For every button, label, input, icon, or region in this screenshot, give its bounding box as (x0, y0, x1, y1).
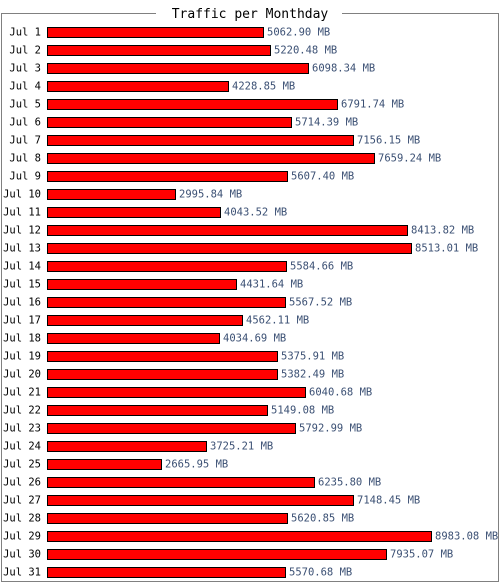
value-label: 7659.24 MB (378, 153, 441, 165)
value-label: 8983.08 MB (435, 531, 498, 543)
traffic-bar (47, 171, 288, 182)
day-label: Jul 22 (3, 405, 41, 417)
value-label: 5220.48 MB (274, 45, 337, 57)
traffic-bar (47, 369, 278, 380)
day-label: Jul 30 (3, 549, 41, 561)
day-label: Jul 2 (9, 45, 41, 57)
traffic-bar (47, 423, 296, 434)
value-label: 8413.82 MB (411, 225, 474, 237)
day-label: Jul 4 (9, 81, 41, 93)
traffic-bar (47, 441, 207, 452)
value-label: 7148.45 MB (357, 495, 420, 507)
traffic-bar (47, 567, 286, 578)
traffic-bar (47, 81, 229, 92)
traffic-bar (47, 549, 387, 560)
traffic-bar (47, 117, 292, 128)
traffic-bar (47, 495, 354, 506)
day-label: Jul 27 (3, 495, 41, 507)
day-label: Jul 14 (3, 261, 41, 273)
day-label: Jul 21 (3, 387, 41, 399)
value-label: 5607.40 MB (291, 171, 354, 183)
day-label: Jul 13 (3, 243, 41, 255)
traffic-bar (47, 387, 306, 398)
day-label: Jul 16 (3, 297, 41, 309)
chart-title: Traffic per Monthday (172, 7, 329, 22)
traffic-bar (47, 333, 220, 344)
traffic-bar (47, 27, 264, 38)
value-label: 5567.52 MB (289, 297, 352, 309)
day-label: Jul 7 (9, 135, 41, 147)
day-label: Jul 25 (3, 459, 41, 471)
traffic-bar (47, 225, 408, 236)
value-label: 5714.39 MB (295, 117, 358, 129)
value-label: 4431.64 MB (240, 279, 303, 291)
day-label: Jul 20 (3, 369, 41, 381)
traffic-bar (47, 189, 176, 200)
traffic-bar (47, 351, 278, 362)
value-label: 4562.11 MB (246, 315, 309, 327)
value-label: 5062.90 MB (267, 27, 330, 39)
traffic-bar (47, 315, 243, 326)
day-label: Jul 12 (3, 225, 41, 237)
traffic-bar (47, 153, 375, 164)
value-label: 5149.08 MB (271, 405, 334, 417)
traffic-bar (47, 63, 309, 74)
traffic-bar (47, 207, 221, 218)
value-label: 4043.52 MB (224, 207, 287, 219)
value-label: 5375.91 MB (281, 351, 344, 363)
title-backdrop (156, 4, 342, 22)
traffic-bar (47, 243, 412, 254)
value-label: 6040.68 MB (309, 387, 372, 399)
value-label: 5570.68 MB (289, 567, 352, 579)
day-label: Jul 31 (3, 567, 41, 579)
traffic-bar (47, 477, 315, 488)
traffic-bar (47, 531, 432, 542)
day-label: Jul 15 (3, 279, 41, 291)
day-label: Jul 11 (3, 207, 41, 219)
day-label: Jul 8 (9, 153, 41, 165)
day-label: Jul 10 (3, 189, 41, 201)
value-label: 4228.85 MB (232, 81, 295, 93)
day-label: Jul 17 (3, 315, 41, 327)
value-label: 3725.21 MB (210, 441, 273, 453)
day-label: Jul 18 (3, 333, 41, 345)
day-label: Jul 28 (3, 513, 41, 525)
traffic-bar (47, 261, 287, 272)
value-label: 2995.84 MB (179, 189, 242, 201)
value-label: 7156.15 MB (357, 135, 420, 147)
traffic-bar (47, 297, 286, 308)
value-label: 6235.80 MB (318, 477, 381, 489)
value-label: 7935.07 MB (390, 549, 453, 561)
value-label: 8513.01 MB (415, 243, 478, 255)
day-label: Jul 29 (3, 531, 41, 543)
day-label: Jul 5 (9, 99, 41, 111)
day-label: Jul 19 (3, 351, 41, 363)
value-label: 4034.69 MB (223, 333, 286, 345)
value-label: 6791.74 MB (341, 99, 404, 111)
value-label: 2665.95 MB (165, 459, 228, 471)
value-label: 5584.66 MB (290, 261, 353, 273)
value-label: 6098.34 MB (312, 63, 375, 75)
day-label: Jul 24 (3, 441, 41, 453)
traffic-bar (47, 99, 338, 110)
value-label: 5620.85 MB (291, 513, 354, 525)
day-label: Jul 3 (9, 63, 41, 75)
day-label: Jul 23 (3, 423, 41, 435)
value-label: 5792.99 MB (299, 423, 362, 435)
day-label: Jul 26 (3, 477, 41, 489)
traffic-bar (47, 513, 288, 524)
day-label: Jul 9 (9, 171, 41, 183)
traffic-bar (47, 405, 268, 416)
day-label: Jul 1 (9, 27, 41, 39)
day-label: Jul 6 (9, 117, 41, 129)
traffic-bar (47, 279, 237, 290)
traffic-bar (47, 135, 354, 146)
value-label: 5382.49 MB (281, 369, 344, 381)
traffic-bar (47, 459, 162, 470)
traffic-bar (47, 45, 271, 56)
